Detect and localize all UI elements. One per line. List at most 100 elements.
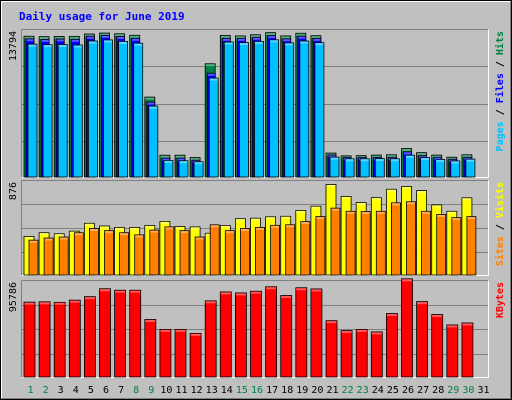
bar-highlight bbox=[89, 229, 98, 231]
bar-kbytes-day-24 bbox=[370, 331, 383, 378]
bar-highlight bbox=[84, 34, 94, 37]
bar-highlight bbox=[371, 332, 382, 335]
x-axis-labels: 1 2 3 4 5 6 7 8 9 10 11 12 13 14 15 16 17 18 19 20 21 22 23 24 2… bbox=[27, 385, 489, 396]
x-tick-label-day-4: 4 bbox=[73, 385, 79, 396]
bar-pages-day-22 bbox=[344, 158, 355, 178]
bar-pages-day-6 bbox=[103, 39, 113, 178]
bar-kbytes-day-14 bbox=[219, 291, 232, 378]
bar-highlight bbox=[54, 302, 65, 305]
bar-highlight bbox=[39, 302, 50, 305]
panel-hits: 13794 Pages / Files / Hits bbox=[8, 29, 506, 178]
bar-highlight bbox=[149, 106, 158, 109]
legend-kbytes: KBytes bbox=[495, 282, 506, 318]
bar-highlight bbox=[210, 225, 219, 228]
x-tick-label-day-16: 16 bbox=[251, 385, 263, 396]
bar-sites-day-9 bbox=[149, 229, 160, 276]
bar-kbytes-day-15 bbox=[234, 292, 247, 378]
bar-sites-day-30 bbox=[466, 216, 477, 276]
bar-pages-day-24 bbox=[374, 158, 385, 178]
bar-highlight bbox=[220, 292, 231, 295]
bar-highlight bbox=[119, 41, 128, 44]
bar-sites-day-3 bbox=[58, 236, 69, 276]
bar-highlight bbox=[235, 36, 245, 39]
bar-highlight bbox=[316, 217, 325, 220]
legend-visits: Sites / Visits bbox=[494, 182, 506, 266]
panels: 13794 Pages / Files / Hits 876 Sites / Visi… bbox=[8, 29, 506, 378]
bar-highlight bbox=[375, 159, 384, 162]
bar-highlight bbox=[451, 161, 460, 164]
bar-highlight bbox=[270, 40, 279, 43]
bar-highlight bbox=[266, 33, 276, 36]
bar-highlight bbox=[447, 325, 458, 328]
bar-pages-day-11 bbox=[178, 160, 189, 178]
y-max-label: 13794 bbox=[8, 31, 19, 61]
x-tick-label-day-29: 29 bbox=[447, 385, 459, 396]
bar-kbytes-day-25 bbox=[385, 313, 398, 378]
bar-sites-day-7 bbox=[119, 232, 129, 276]
bar-highlight bbox=[281, 216, 291, 219]
bar-pages-day-14 bbox=[223, 41, 234, 178]
bar-kbytes-day-10 bbox=[159, 328, 172, 378]
bar-highlight bbox=[330, 157, 339, 160]
bar-highlight bbox=[315, 43, 324, 46]
bar-sites-day-6 bbox=[104, 230, 114, 276]
bar-highlight bbox=[150, 230, 159, 233]
bar-pages-day-28 bbox=[435, 159, 446, 178]
bar-highlight bbox=[24, 236, 34, 239]
bar-sites-day-1 bbox=[28, 239, 39, 276]
bar-highlight bbox=[222, 38, 230, 41]
bar-highlight bbox=[205, 64, 215, 67]
bar-highlight bbox=[301, 222, 310, 225]
bar-highlight bbox=[313, 38, 321, 41]
bar-highlight bbox=[240, 229, 249, 231]
bar-highlight bbox=[235, 219, 245, 222]
bar-highlight bbox=[134, 43, 143, 46]
bar-highlight bbox=[447, 211, 457, 214]
x-tick-label-day-5: 5 bbox=[88, 385, 94, 396]
bar-sites-day-25 bbox=[390, 202, 401, 276]
legend-entry: / bbox=[495, 103, 506, 121]
legend-entry: Files bbox=[494, 73, 506, 103]
bar-highlight bbox=[132, 38, 140, 41]
bar-pages-day-21 bbox=[329, 156, 340, 178]
legend-entry: Hits bbox=[494, 31, 506, 55]
bar-highlight bbox=[130, 290, 141, 293]
x-tick-label-day-9: 9 bbox=[148, 385, 154, 396]
bar-highlight bbox=[175, 155, 185, 158]
bar-highlight bbox=[296, 288, 307, 291]
bar-sites-day-21 bbox=[330, 207, 341, 276]
bar-highlight bbox=[326, 185, 336, 188]
bar-highlight bbox=[437, 214, 446, 217]
bar-highlight bbox=[391, 203, 400, 206]
bar-highlight bbox=[235, 293, 246, 296]
bar-highlight bbox=[86, 36, 94, 39]
bar-highlight bbox=[432, 155, 442, 158]
bar-highlight bbox=[145, 225, 155, 228]
bar-kbytes-day-1 bbox=[23, 301, 36, 378]
bar-highlight bbox=[73, 45, 82, 48]
bar-pages-day-2 bbox=[42, 44, 53, 178]
bar-highlight bbox=[328, 155, 336, 158]
legend-entry: / bbox=[495, 55, 506, 73]
bar-highlight bbox=[251, 218, 260, 221]
bar-highlight bbox=[462, 198, 472, 201]
bar-highlight bbox=[434, 157, 442, 160]
bar-kbytes-day-21 bbox=[325, 320, 338, 378]
bar-pages-day-8 bbox=[133, 42, 144, 178]
bar-pages-day-15 bbox=[238, 42, 249, 178]
bar-highlight bbox=[298, 36, 306, 39]
bar-highlight bbox=[24, 302, 35, 305]
bar-highlight bbox=[205, 301, 216, 304]
x-tick-label-day-28: 28 bbox=[432, 385, 444, 396]
bar-highlight bbox=[386, 189, 396, 192]
bar-highlight bbox=[311, 36, 321, 39]
bar-highlight bbox=[225, 231, 234, 234]
bar-highlight bbox=[386, 155, 396, 158]
bar-highlight bbox=[194, 162, 203, 165]
bar-sites-day-2 bbox=[43, 237, 54, 276]
bar-sites-day-4 bbox=[73, 232, 84, 276]
bar-highlight bbox=[447, 157, 457, 160]
bar-highlight bbox=[345, 159, 354, 162]
bar-pages-day-10 bbox=[163, 159, 174, 178]
